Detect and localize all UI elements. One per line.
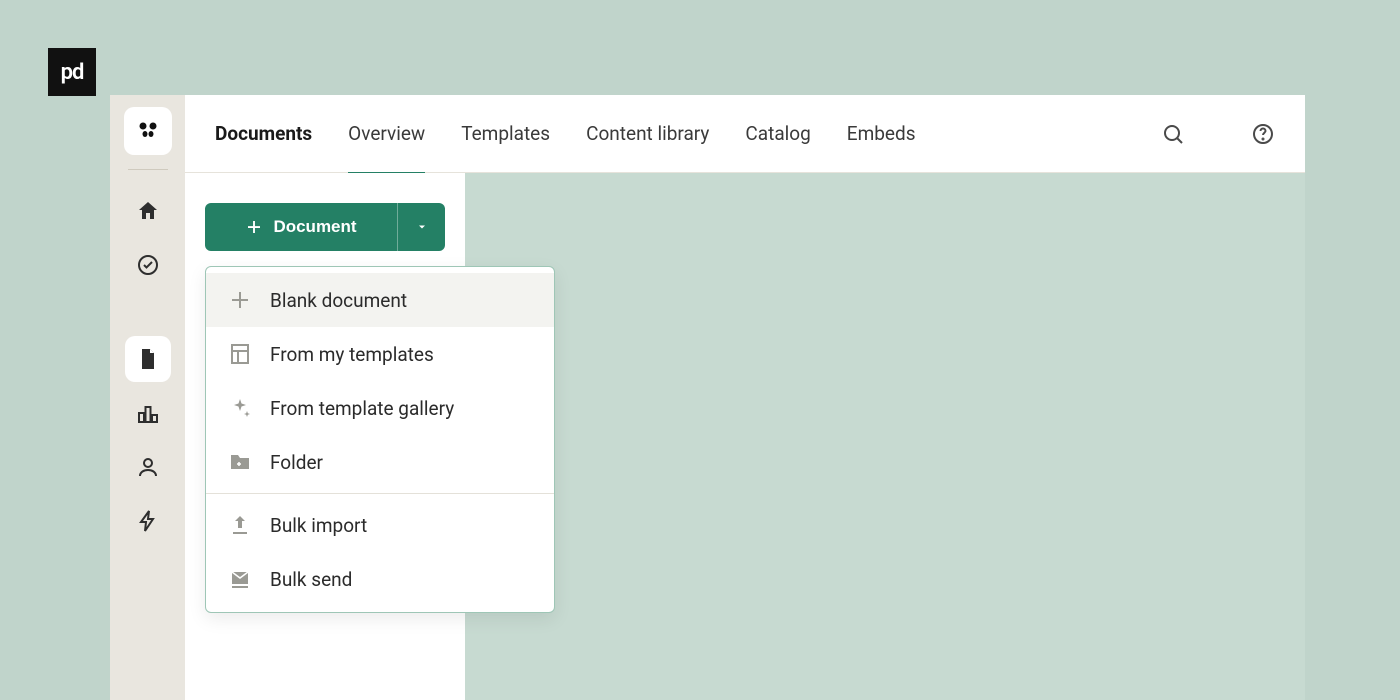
app-window: Documents Overview Templates Content lib… <box>110 95 1305 700</box>
menu-item-from-my-templates[interactable]: From my templates <box>206 327 554 381</box>
upload-icon <box>228 513 252 537</box>
left-panel: Document Blank document From my template… <box>185 173 465 700</box>
document-icon <box>136 347 160 371</box>
person-icon <box>136 455 160 479</box>
check-circle-icon <box>136 253 160 277</box>
brand-badge-text: pd <box>61 60 84 85</box>
menu-item-label: Folder <box>270 451 323 474</box>
rail-item-contacts[interactable] <box>125 444 171 490</box>
main-area: Documents Overview Templates Content lib… <box>185 95 1305 700</box>
bar-chart-icon <box>136 401 160 425</box>
menu-item-label: Bulk import <box>270 514 367 537</box>
plus-icon <box>245 218 263 236</box>
lightning-icon <box>136 509 160 533</box>
search-icon[interactable] <box>1161 122 1185 146</box>
panda-icon <box>136 119 160 143</box>
menu-item-label: Bulk send <box>270 568 352 591</box>
rail-item-reports[interactable] <box>125 390 171 436</box>
home-icon <box>136 199 160 223</box>
brand-badge: pd <box>48 48 96 96</box>
template-icon <box>228 342 252 366</box>
send-icon <box>228 567 252 591</box>
new-document-menu: Blank document From my templates From te… <box>205 266 555 613</box>
menu-item-label: From template gallery <box>270 397 454 420</box>
new-document-button[interactable]: Document <box>205 203 397 251</box>
rail-item-documents[interactable] <box>125 336 171 382</box>
menu-item-blank-document[interactable]: Blank document <box>206 273 554 327</box>
new-document-split-button: Document <box>205 203 445 251</box>
rail-item-automations[interactable] <box>125 498 171 544</box>
rail-item-approve[interactable] <box>125 242 171 288</box>
rail-item-home[interactable] <box>125 188 171 234</box>
content-area: Document Blank document From my template… <box>185 173 1305 700</box>
menu-item-label: Blank document <box>270 289 407 312</box>
tab-embeds[interactable]: Embeds <box>847 122 916 145</box>
menu-item-folder[interactable]: Folder <box>206 435 554 489</box>
plus-icon <box>228 288 252 312</box>
sparkle-icon <box>228 396 252 420</box>
caret-down-icon <box>416 221 428 233</box>
workspace-logo[interactable] <box>124 107 172 155</box>
menu-item-label: From my templates <box>270 343 434 366</box>
tab-overview[interactable]: Overview <box>348 122 425 145</box>
tab-content-library[interactable]: Content library <box>586 122 709 145</box>
folder-plus-icon <box>228 450 252 474</box>
rail-divider <box>128 169 168 170</box>
new-document-dropdown-toggle[interactable] <box>397 203 445 251</box>
tab-documents[interactable]: Documents <box>215 122 312 145</box>
tab-catalog[interactable]: Catalog <box>745 122 810 145</box>
top-tabs: Documents Overview Templates Content lib… <box>185 95 1305 173</box>
new-document-label: Document <box>273 217 356 237</box>
menu-separator <box>206 493 554 494</box>
menu-item-bulk-send[interactable]: Bulk send <box>206 552 554 606</box>
left-rail <box>110 95 185 700</box>
tab-templates[interactable]: Templates <box>461 122 550 145</box>
menu-item-from-template-gallery[interactable]: From template gallery <box>206 381 554 435</box>
menu-item-bulk-import[interactable]: Bulk import <box>206 498 554 552</box>
help-icon[interactable] <box>1251 122 1275 146</box>
